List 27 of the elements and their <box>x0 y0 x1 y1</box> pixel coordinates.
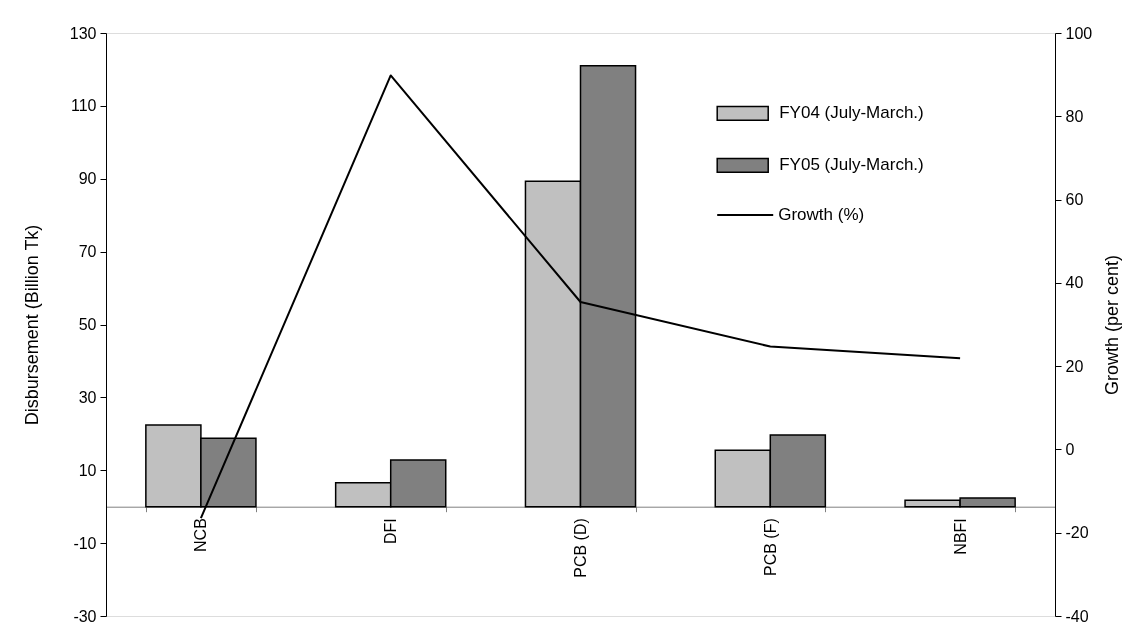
y2-tick-label: -20 <box>1065 524 1089 542</box>
y2-tick-label: 60 <box>1065 191 1084 209</box>
y-tick-label: -30 <box>73 607 97 625</box>
y-tick-label: 110 <box>70 97 97 115</box>
y-tick-label: 10 <box>78 461 97 479</box>
y-tick-label: -10 <box>73 534 97 552</box>
y2-tick-label: 100 <box>1065 24 1093 42</box>
y-tick-label: 70 <box>78 243 97 261</box>
y-tick-label: 90 <box>78 170 97 188</box>
y2-tick-label: 20 <box>1065 357 1084 375</box>
legend-label: FY05 (July-March.) <box>779 155 924 175</box>
y-tick-label: 50 <box>78 316 97 333</box>
x-tick-label: DFI <box>382 518 400 544</box>
y-tick-label: 30 <box>78 388 97 406</box>
y2-tick-label: 80 <box>1065 107 1084 125</box>
y2-tick-label: 40 <box>1065 274 1084 292</box>
x-tick-label: PCB (F) <box>761 518 779 576</box>
y2-tick-label: 0 <box>1065 440 1075 458</box>
y-tick-label: 130 <box>69 24 97 42</box>
x-tick-label: NBFI <box>951 518 969 555</box>
x-tick-label: NCB <box>192 518 210 552</box>
legend-label: FY04 (July-March.) <box>779 103 924 123</box>
y-axis-title: Disbursement (Billion Tk) <box>21 224 42 426</box>
y2-axis-title: Growth (per cent) <box>1102 254 1123 396</box>
y2-tick-label: -40 <box>1065 607 1089 625</box>
legend-label: Growth (%) <box>778 204 865 224</box>
x-tick-label: PCB (D) <box>572 518 589 578</box>
